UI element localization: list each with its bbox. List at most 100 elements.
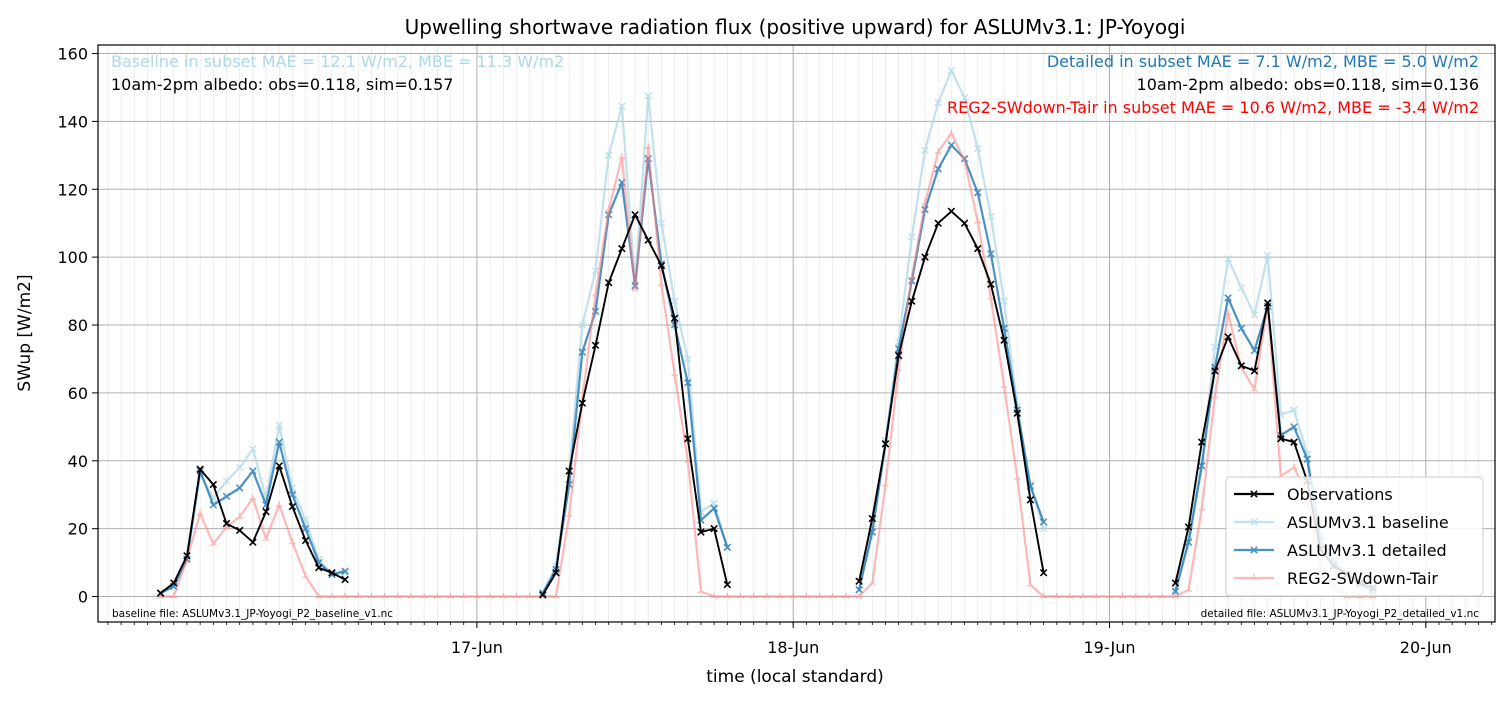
data-point	[315, 592, 323, 599]
data-point	[301, 536, 310, 545]
data-point	[1250, 346, 1259, 355]
data-point	[249, 445, 257, 453]
data-point	[1277, 434, 1285, 443]
data-point	[1171, 579, 1180, 587]
data-point	[1145, 592, 1153, 599]
data-point	[1092, 592, 1100, 599]
data-point	[170, 579, 178, 587]
y-tick-label: 0	[78, 588, 88, 607]
data-point	[341, 567, 349, 575]
data-point	[618, 102, 626, 110]
data-point	[1132, 592, 1140, 599]
data-point	[288, 538, 296, 545]
data-point	[591, 341, 600, 350]
x-axis: 17-Jun 18-Jun 19-Jun 20-Jun	[107, 622, 1493, 657]
data-point	[961, 156, 969, 163]
data-point	[657, 261, 666, 270]
y-tick-label: 140	[57, 112, 88, 131]
data-point	[235, 526, 244, 535]
data-point	[618, 244, 626, 253]
data-point	[420, 592, 428, 599]
plot-frame	[97, 44, 1496, 623]
data-point	[987, 212, 995, 221]
data-point	[565, 511, 573, 518]
legend-items: Observations ASLUMv3.1 baseline ASLUMv3.1 …	[1234, 485, 1449, 588]
data-point	[684, 434, 692, 443]
data-point	[737, 592, 744, 599]
data-point	[196, 465, 204, 474]
data-point	[1251, 385, 1258, 392]
baseline-metrics-annotation: Baseline in subset MAE = 12.1 W/m2, MBE …	[111, 52, 564, 71]
data-point	[644, 92, 652, 100]
data-point	[407, 592, 415, 599]
data-point	[1053, 592, 1061, 599]
data-point	[670, 314, 679, 322]
data-point	[1211, 343, 1219, 351]
data-point	[565, 467, 573, 475]
data-point	[934, 165, 942, 173]
data-point	[1000, 297, 1008, 306]
data-point	[855, 585, 863, 594]
data-point	[262, 507, 270, 516]
data-point	[275, 462, 283, 470]
data-point	[987, 249, 995, 258]
data-point	[473, 592, 481, 599]
data-point	[947, 207, 956, 216]
data-point	[670, 297, 679, 306]
data-point	[1039, 524, 1048, 533]
data-point	[235, 484, 244, 492]
data-point	[908, 297, 916, 306]
legend-marker	[1250, 490, 1258, 498]
data-point	[1171, 587, 1180, 596]
legend-box	[1225, 476, 1484, 597]
data-point	[249, 538, 257, 547]
data-point	[486, 592, 494, 599]
data-point	[1197, 462, 1206, 470]
data-point	[1184, 523, 1193, 531]
data-point	[1224, 333, 1232, 341]
data-point	[314, 563, 323, 572]
data-point	[1079, 592, 1087, 599]
data-point	[723, 580, 732, 589]
data-point	[881, 440, 890, 448]
data-point	[236, 513, 244, 520]
data-point	[592, 290, 599, 297]
data-point	[394, 592, 402, 599]
data-point	[1040, 592, 1048, 599]
data-point	[539, 591, 547, 599]
data-point	[249, 467, 257, 475]
data-point	[710, 504, 718, 513]
data-point	[750, 592, 758, 599]
data-point	[816, 592, 824, 599]
data-point	[1290, 463, 1298, 470]
data-point	[262, 535, 270, 542]
data-point	[275, 501, 283, 508]
data-point	[1013, 409, 1022, 418]
data-point	[1263, 299, 1272, 307]
data-point	[222, 477, 231, 485]
y-tick-label: 20	[68, 520, 88, 539]
x-tick-label: 20-Jun	[1400, 638, 1452, 657]
detailed-albedo-annotation: 10am-2pm albedo: obs=0.118, sim=0.136	[1137, 75, 1479, 94]
data-point	[973, 144, 982, 153]
data-point	[1290, 423, 1298, 431]
data-point	[354, 592, 362, 599]
data-point	[868, 579, 876, 586]
baseline-albedo-annotation: 10am-2pm albedo: obs=0.118, sim=0.157	[111, 75, 453, 94]
data-point	[1039, 569, 1048, 577]
data-point	[618, 153, 626, 160]
data-point	[671, 370, 679, 377]
data-point	[341, 575, 349, 584]
legend-label: REG2-SWdown-Tair	[1287, 569, 1438, 588]
data-point	[802, 592, 810, 599]
data-point	[156, 589, 165, 597]
legend-label: Observations	[1287, 485, 1393, 504]
data-point	[1250, 311, 1259, 319]
data-point	[855, 592, 863, 599]
data-point	[987, 280, 995, 289]
data-point	[1197, 438, 1206, 446]
data-point	[1224, 309, 1232, 316]
data-point	[763, 592, 771, 599]
data-point	[921, 253, 929, 261]
data-point	[789, 592, 797, 599]
